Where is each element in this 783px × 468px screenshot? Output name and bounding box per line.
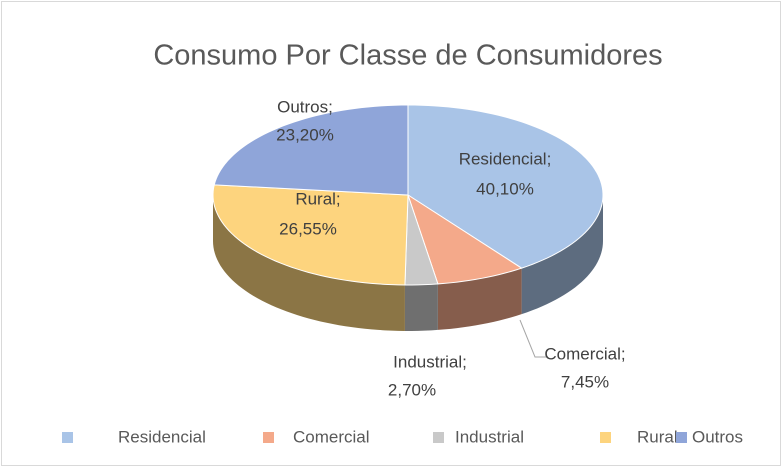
- slice-side: [437, 268, 522, 330]
- data-label-value: 7,45%: [561, 372, 609, 391]
- chart-title: Consumo Por Classe de Consumidores: [153, 40, 662, 72]
- legend-swatch: [676, 432, 687, 443]
- data-label-name: Outros;: [277, 97, 333, 116]
- legend-swatch: [263, 432, 274, 443]
- data-label-value: 40,10%: [476, 179, 534, 198]
- legend-swatch: [62, 432, 73, 443]
- slice-side: [213, 195, 405, 331]
- data-label-name: Rural;: [295, 189, 340, 208]
- data-label-value: 23,20%: [276, 125, 334, 144]
- slice: [404, 194, 439, 286]
- legend-label: Residencial: [118, 427, 206, 446]
- legend-label: Outros: [692, 427, 743, 446]
- legend-swatch: [600, 432, 611, 443]
- data-label-name: Industrial;: [393, 352, 467, 371]
- legend-label: Comercial: [293, 427, 370, 446]
- slice: [407, 104, 604, 269]
- leader-line: [519, 319, 548, 358]
- slice-side: [521, 195, 603, 315]
- slice: [213, 104, 409, 196]
- legend-label: Industrial: [455, 427, 524, 446]
- data-label-value: 26,55%: [279, 219, 337, 238]
- data-label-name: Comercial;: [544, 344, 625, 363]
- slice-side: [404, 283, 438, 331]
- legend-label: Rural: [637, 427, 678, 446]
- data-label-name: Residencial;: [459, 149, 552, 168]
- legend-swatch: [433, 432, 444, 443]
- slice: [212, 184, 409, 286]
- slice: [407, 193, 523, 285]
- data-label-value: 2,70%: [388, 380, 436, 399]
